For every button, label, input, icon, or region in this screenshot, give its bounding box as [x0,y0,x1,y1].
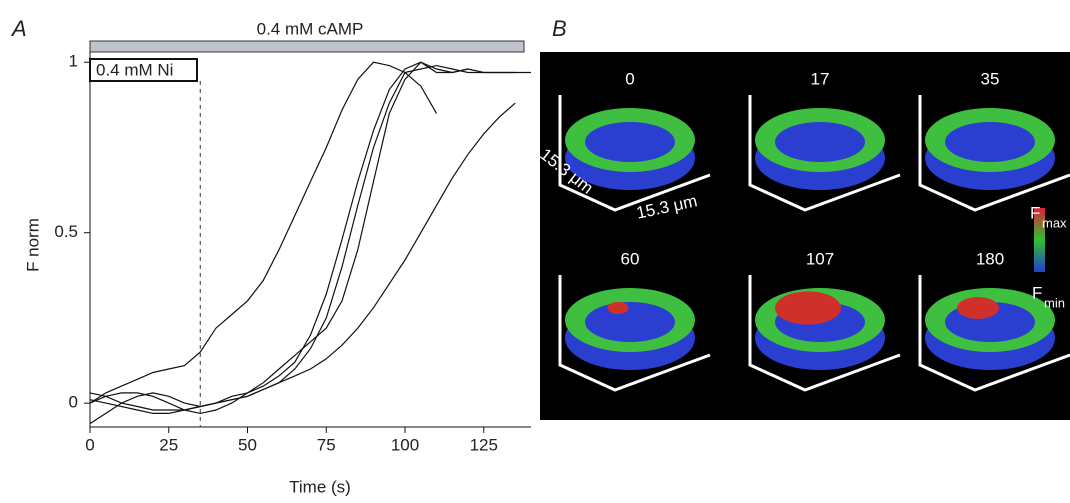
trace [90,62,515,403]
y-axis-label: F norm [23,218,42,272]
panel-label: B [552,16,567,41]
surface-top [585,122,675,162]
x-tick-label: 125 [470,435,498,454]
scale-letter: F [1030,203,1040,222]
scale-sub: min [1044,295,1065,310]
x-tick-label: 50 [238,435,257,454]
surface-peak [957,297,999,319]
x-axis-label: Time (s) [289,477,351,496]
surface-top [945,122,1035,162]
x-tick-label: 25 [159,435,178,454]
camp-bar [90,41,524,52]
x-tick-label: 75 [317,435,336,454]
trace [90,73,437,424]
annotation: 0.4 mM cAMP [257,19,364,38]
scale-letter: F [1032,283,1042,302]
figure: A B 0.4 mM cAMP 0.4 mM Ni Time (s) F nor… [0,0,1070,498]
scale-sub: max [1042,215,1067,230]
trace [90,62,468,413]
frame-label: 180 [976,249,1004,268]
surface-peak [775,291,841,324]
frame-label: 17 [811,69,830,88]
frame-label: 0 [625,69,634,88]
surface-peak [608,302,629,314]
y-tick-label: 0 [69,393,78,412]
frame-label: 35 [981,69,1000,88]
panel-label: A [10,16,27,41]
trace [90,62,531,413]
frame-label: 107 [806,249,834,268]
surface-top [775,122,865,162]
annotation: 0.4 mM Ni [96,60,173,79]
frame-label: 60 [621,249,640,268]
y-tick-label: 1 [69,52,78,71]
trace [90,103,515,410]
surface-top [585,302,675,342]
x-tick-label: 0 [85,435,94,454]
y-tick-label: 0.5 [54,222,78,241]
x-tick-label: 100 [391,435,419,454]
